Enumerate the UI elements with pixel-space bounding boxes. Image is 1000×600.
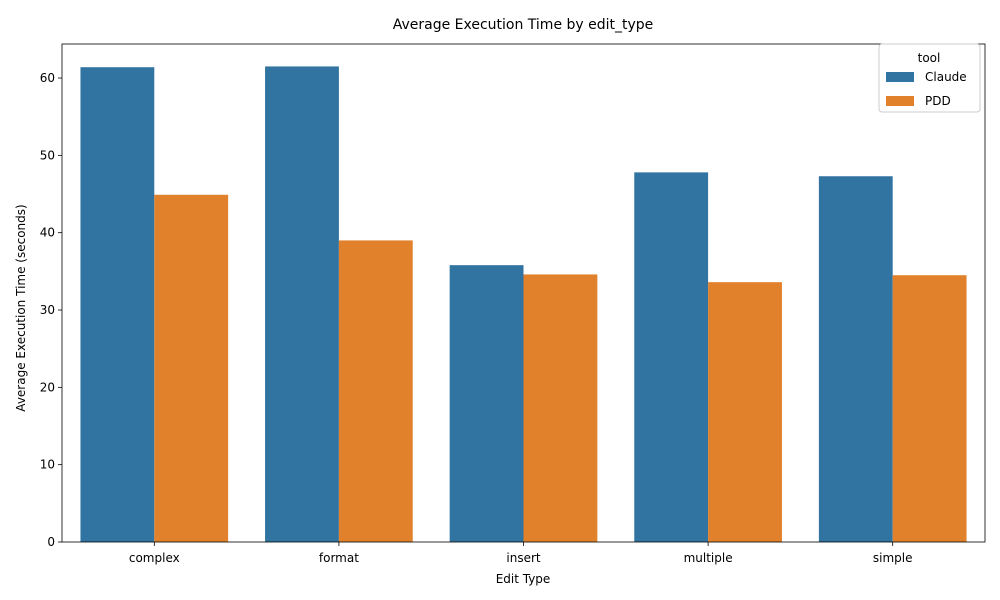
bar-pdd-format bbox=[338, 240, 413, 543]
bar-pdd-complex bbox=[154, 194, 229, 543]
legend-swatch-claude bbox=[886, 72, 914, 82]
y-tick-label: 10 bbox=[40, 458, 55, 472]
legend-swatch-pdd bbox=[886, 96, 914, 106]
bar-claude-complex bbox=[80, 67, 155, 542]
x-tick-label: complex bbox=[129, 551, 180, 565]
y-tick-label: 60 bbox=[40, 71, 55, 85]
y-tick-label: 0 bbox=[47, 535, 55, 549]
chart-title: Average Execution Time by edit_type bbox=[393, 17, 654, 33]
bar-claude-multiple bbox=[634, 172, 709, 542]
bar-pdd-insert bbox=[523, 274, 598, 542]
legend: tool Claude PDD bbox=[878, 43, 981, 113]
legend-label-pdd: PDD bbox=[925, 94, 951, 108]
y-tick-label: 40 bbox=[40, 226, 55, 240]
legend-label-claude: Claude bbox=[925, 70, 967, 84]
x-tick-label: multiple bbox=[684, 551, 733, 565]
y-tick-label: 30 bbox=[40, 303, 55, 317]
bar-claude-insert bbox=[449, 265, 524, 542]
bar-claude-format bbox=[265, 66, 339, 543]
legend-frame bbox=[878, 43, 981, 113]
plot-area: 0 10 20 30 40 50 60 complex format insert multiple… bbox=[40, 43, 986, 565]
y-tick-label: 50 bbox=[40, 148, 55, 162]
bar-pdd-simple bbox=[892, 275, 967, 542]
y-axis-label: Average Execution Time (seconds) bbox=[14, 204, 28, 411]
y-tick-label: 20 bbox=[40, 380, 55, 394]
bar-claude-simple bbox=[818, 176, 893, 543]
legend-title: tool bbox=[918, 51, 941, 65]
x-tick-label: insert bbox=[506, 551, 541, 565]
x-axis-label: Edit Type bbox=[496, 572, 551, 586]
x-tick-label: simple bbox=[873, 551, 913, 565]
x-tick-label: format bbox=[319, 551, 359, 565]
bar-pdd-multiple bbox=[708, 282, 782, 542]
